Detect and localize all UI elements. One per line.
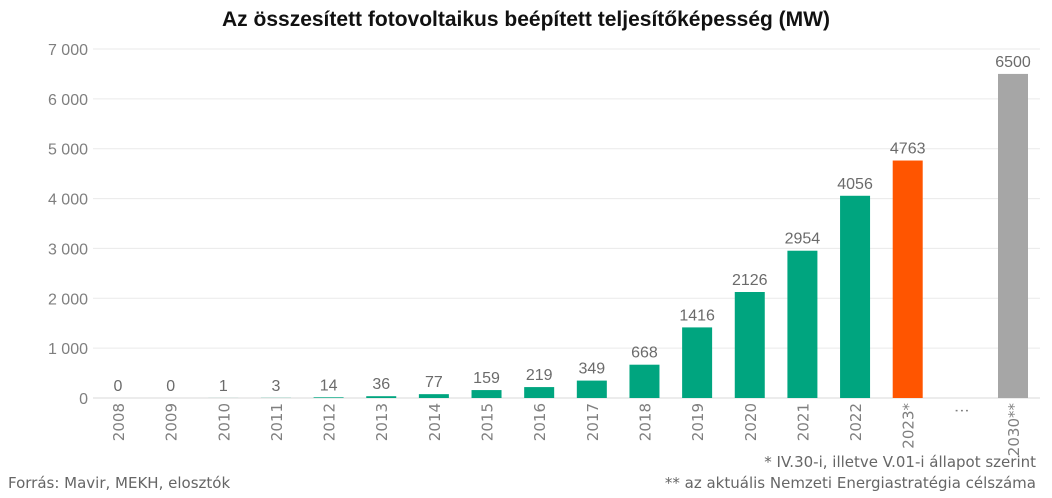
data-label: 0 — [166, 378, 175, 395]
bar — [734, 292, 765, 398]
data-label: 349 — [578, 361, 605, 378]
data-label: 219 — [526, 367, 553, 384]
y-tick-label: 2 000 — [48, 291, 88, 308]
x-tick-label: 2017 — [584, 403, 602, 441]
bar — [840, 195, 871, 398]
data-label: 2126 — [732, 272, 768, 289]
data-label: 0 — [114, 378, 123, 395]
source-note: Forrás: Mavir, MEKH, elosztók — [8, 474, 231, 492]
y-tick-label: 6 000 — [48, 92, 88, 109]
x-tick-label: 2030** — [1005, 403, 1023, 457]
x-tick-label: 2011 — [268, 403, 286, 441]
x-tick-label: 2018 — [636, 403, 654, 441]
x-tick-label: 2008 — [110, 403, 128, 441]
data-label: 668 — [631, 345, 658, 362]
data-label: 1416 — [679, 307, 715, 324]
y-tick-label: 5 000 — [48, 142, 88, 159]
x-tick-label: 2019 — [689, 403, 707, 441]
data-label: 159 — [473, 370, 500, 387]
data-label: 36 — [372, 376, 390, 393]
x-tick-label: 2023* — [900, 403, 918, 449]
y-tick-label: 3 000 — [48, 241, 88, 258]
y-tick-label: 1 000 — [48, 341, 88, 358]
data-label: 4056 — [837, 176, 873, 193]
bar — [787, 250, 818, 398]
x-tick-label: 2022 — [847, 403, 865, 441]
y-tick-label: 4 000 — [48, 192, 88, 209]
x-tick-label: 2016 — [531, 403, 549, 441]
bar — [418, 394, 449, 398]
bar — [366, 396, 397, 398]
bar — [998, 73, 1028, 398]
data-label: 77 — [425, 374, 443, 391]
chart-title: Az összesített fotovoltaikus beépített t… — [222, 8, 830, 31]
data-label: 2954 — [785, 231, 821, 248]
x-tick-label: 2020 — [742, 403, 760, 441]
data-label: 1 — [219, 378, 228, 395]
data-label: 4763 — [890, 141, 926, 158]
bar — [892, 160, 923, 398]
bar — [524, 387, 555, 398]
data-label: 6500 — [995, 54, 1031, 71]
footnote-2: ** az aktuális Nemzeti Energiastratégia … — [664, 474, 1036, 492]
data-label: 14 — [320, 377, 338, 394]
x-tick-label: ⋮ — [952, 403, 970, 418]
x-tick-label: 2015 — [479, 403, 497, 441]
footnote-1: * IV.30-i, illetve V.01-i állapot szerin… — [764, 453, 1036, 471]
bar — [313, 397, 344, 398]
bar — [576, 380, 607, 398]
y-tick-label: 7 000 — [48, 42, 88, 59]
x-tick-label: 2012 — [321, 403, 339, 441]
bar — [629, 364, 660, 398]
bar — [682, 327, 713, 398]
x-tick-label: 2013 — [373, 403, 391, 441]
data-label: 3 — [271, 378, 280, 395]
x-tick-label: 2010 — [215, 403, 233, 441]
x-tick-label: 2009 — [163, 403, 181, 441]
x-tick-label: 2014 — [426, 403, 444, 441]
y-tick-label: 0 — [79, 391, 88, 408]
x-tick-label: 2021 — [794, 403, 812, 441]
bar — [471, 390, 502, 398]
